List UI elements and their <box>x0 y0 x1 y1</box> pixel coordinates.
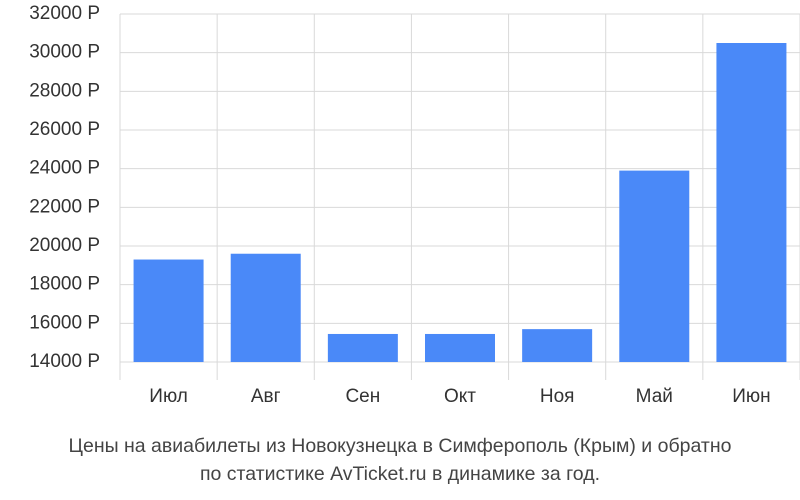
x-tick-label: Авг <box>251 386 281 407</box>
x-tick-label: Июл <box>149 386 188 407</box>
y-tick-label: 18000 Р <box>29 274 100 295</box>
y-tick-label: 22000 Р <box>29 196 100 217</box>
bar <box>425 333 495 362</box>
y-tick-label: 14000 Р <box>29 351 100 372</box>
y-tick-label: 28000 Р <box>29 80 100 101</box>
x-tick-label: Сен <box>345 386 380 407</box>
bar <box>522 329 593 362</box>
bar <box>716 43 787 362</box>
bar <box>327 333 398 362</box>
x-tick-label: Окт <box>444 386 476 407</box>
chart-title: Цены на авиабилеты из Новокузнецка в Сим… <box>69 435 732 457</box>
bar <box>133 259 204 362</box>
y-tick-label: 30000 Р <box>29 42 100 63</box>
y-tick-label: 24000 Р <box>29 158 100 179</box>
x-tick-label: Май <box>636 386 673 407</box>
chart-title: по статистике AvTicket.ru в динамике за … <box>200 463 600 485</box>
bar <box>619 170 690 362</box>
y-tick-label: 20000 Р <box>29 235 100 256</box>
bar <box>230 253 301 362</box>
y-tick-label: 32000 Р <box>29 3 100 24</box>
x-tick-label: Ноя <box>540 386 575 407</box>
y-tick-label: 26000 Р <box>29 119 100 140</box>
x-tick-label: Июн <box>732 386 770 407</box>
y-tick-label: 16000 Р <box>29 312 100 333</box>
